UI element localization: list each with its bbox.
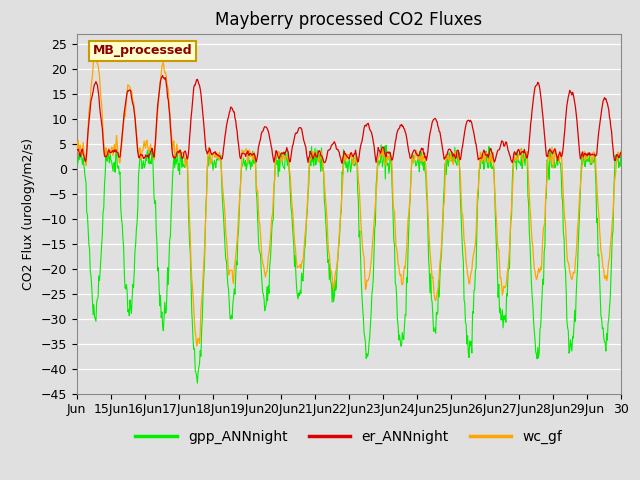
Y-axis label: CO2 Flux (urology/m2/s): CO2 Flux (urology/m2/s) (22, 138, 35, 289)
Title: Mayberry processed CO2 Fluxes: Mayberry processed CO2 Fluxes (215, 11, 483, 29)
Text: MB_processed: MB_processed (93, 44, 193, 58)
Legend: gpp_ANNnight, er_ANNnight, wc_gf: gpp_ANNnight, er_ANNnight, wc_gf (130, 424, 568, 450)
